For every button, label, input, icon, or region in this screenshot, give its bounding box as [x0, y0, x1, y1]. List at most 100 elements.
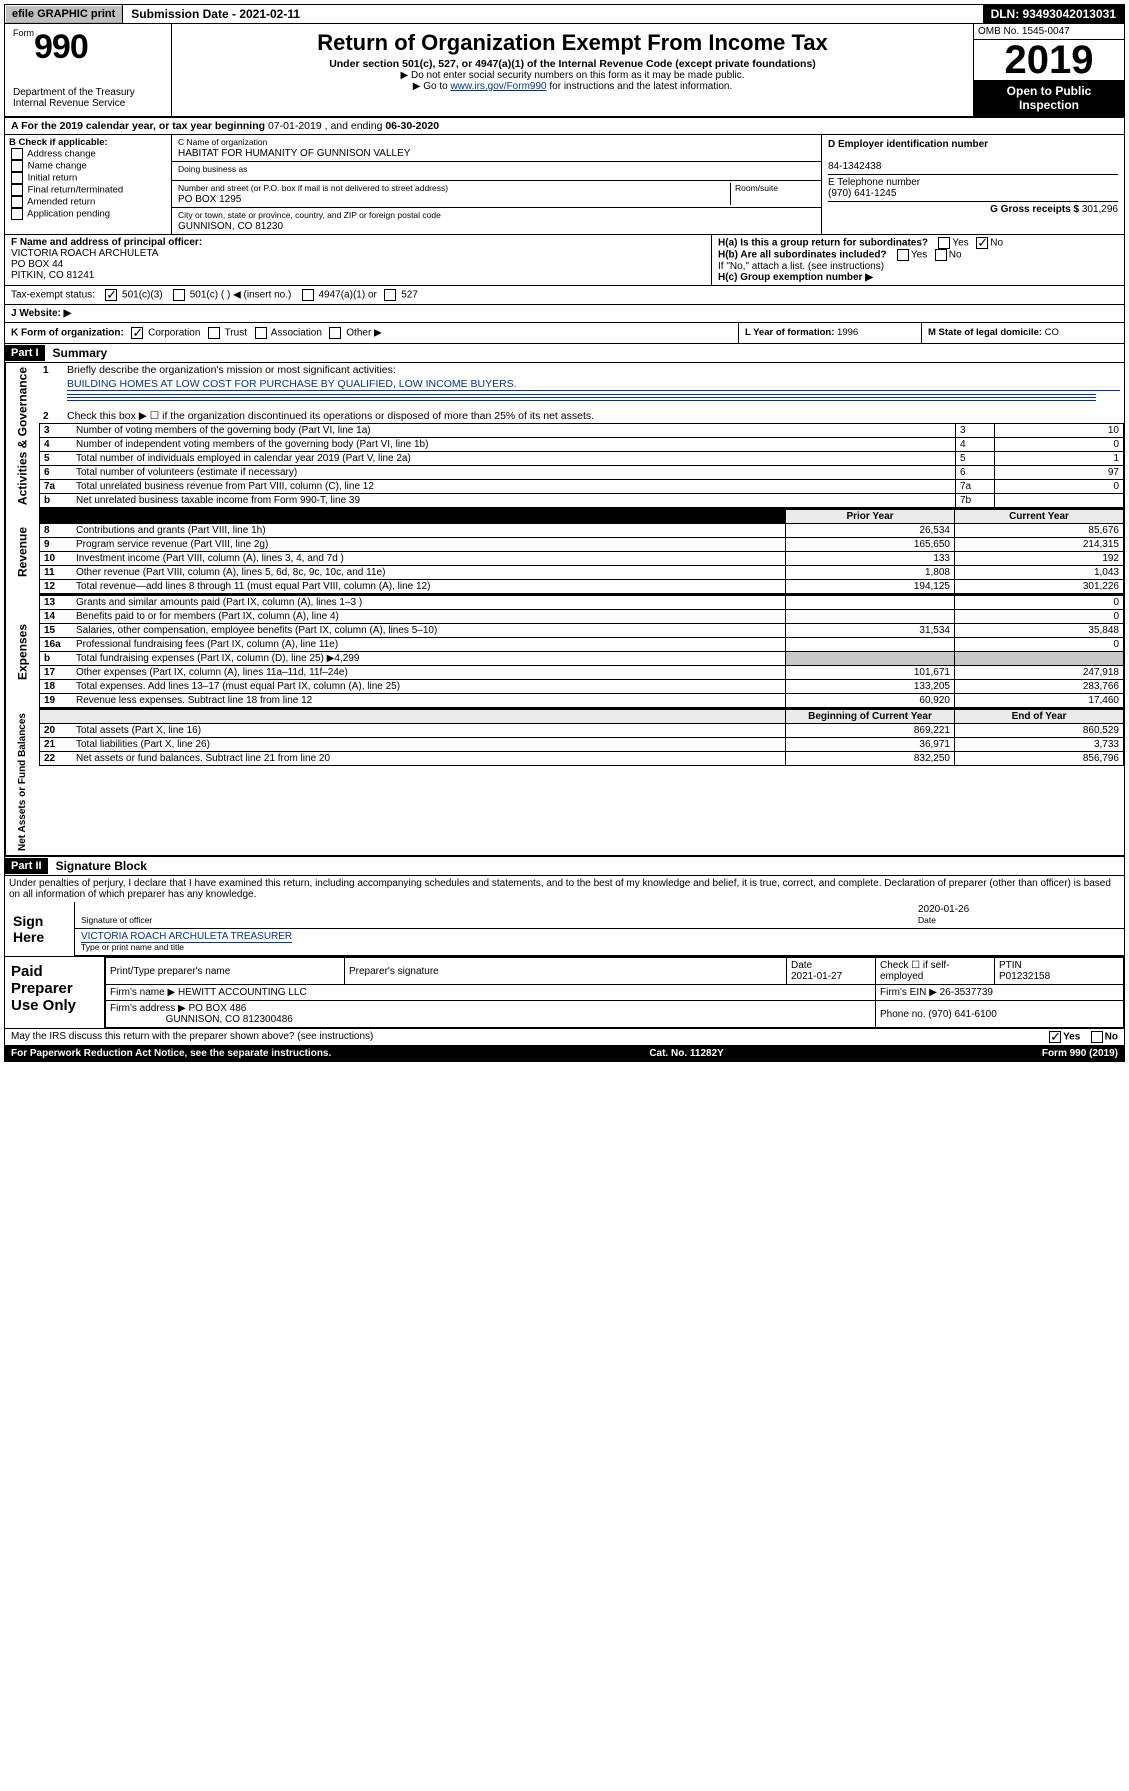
sig-date: 2020-01-26 — [918, 904, 969, 915]
discuss-q: May the IRS discuss this return with the… — [11, 1031, 373, 1043]
k-block: K Form of organization: Corporation Trus… — [5, 323, 738, 343]
table-row: 19Revenue less expenses. Subtract line 1… — [40, 694, 1124, 708]
table-row: 15Salaries, other compensation, employee… — [40, 624, 1124, 638]
mission-text: BUILDING HOMES AT LOW COST FOR PURCHASE … — [67, 378, 1120, 391]
i-527-checkbox[interactable] — [384, 289, 396, 301]
b-opt-3: Final return/terminated — [28, 185, 124, 196]
sig-officer-label: Signature of officer — [81, 915, 152, 925]
period-end: 06-30-2020 — [385, 120, 439, 132]
ein-value: 84-1342438 — [828, 161, 881, 172]
paid-h1: Print/Type preparer's name — [106, 958, 345, 985]
table-row: 13Grants and similar amounts paid (Part … — [40, 596, 1124, 610]
phone-value: (970) 641-1245 — [828, 188, 896, 199]
expenses-table: 13Grants and similar amounts paid (Part … — [39, 595, 1124, 708]
checkbox-final[interactable] — [11, 184, 23, 196]
h-block: H(a) Is this a group return for subordin… — [712, 235, 1124, 285]
l3n: 3 — [956, 424, 995, 438]
g-label: G Gross receipts $ — [990, 204, 1079, 215]
discuss-yes-checkbox[interactable] — [1049, 1031, 1061, 1043]
discuss-no-checkbox[interactable] — [1091, 1031, 1103, 1043]
form-title: Return of Organization Exempt From Incom… — [176, 30, 969, 56]
ha-label: H(a) Is this a group return for subordin… — [718, 238, 928, 249]
i-501c3-checkbox[interactable] — [105, 289, 117, 301]
form-number-block: Form990 Department of the Treasury Inter… — [5, 24, 172, 116]
m-block: M State of legal domicile: CO — [921, 323, 1124, 343]
i-opt1: 501(c)(3) — [122, 290, 163, 301]
firm-phone: (970) 641-6100 — [928, 1009, 996, 1020]
hb-no-checkbox[interactable] — [935, 249, 947, 261]
l7av: 0 — [995, 480, 1124, 494]
activities-block: 1Briefly describe the organization's mis… — [39, 363, 1124, 509]
room-label: Room/suite — [730, 183, 815, 205]
checkbox-initial[interactable] — [11, 172, 23, 184]
c-name-label: C Name of organization — [178, 137, 267, 147]
col-cd: C Name of organization HABITAT FOR HUMAN… — [172, 135, 822, 234]
c-dba-label: Doing business as — [178, 164, 247, 174]
table-row: 22Net assets or fund balances. Subtract … — [40, 752, 1124, 766]
b-opt-1: Name change — [28, 161, 87, 172]
firm-ein: 26-3537739 — [940, 987, 993, 998]
discuss-yes: Yes — [1063, 1032, 1080, 1043]
table-row: 8Contributions and grants (Part VIII, li… — [40, 524, 1124, 538]
subtitle-3: ▶ Go to www.irs.gov/Form990 for instruct… — [176, 81, 969, 92]
hb-label: H(b) Are all subordinates included? — [718, 250, 887, 261]
checkbox-amended[interactable] — [11, 196, 23, 208]
hb-yes: Yes — [911, 250, 927, 261]
hb-note: If "No," attach a list. (see instruction… — [718, 261, 1118, 272]
m-value: CO — [1045, 327, 1059, 338]
section-bcdeg: B Check if applicable: Address change Na… — [4, 135, 1125, 235]
k-assoc: Association — [271, 328, 322, 339]
checkbox-address[interactable] — [11, 148, 23, 160]
table-row: 18Total expenses. Add lines 13–17 (must … — [40, 680, 1124, 694]
k-corp-checkbox[interactable] — [131, 327, 143, 339]
k-assoc-checkbox[interactable] — [255, 327, 267, 339]
revenue-table: Prior YearCurrent Year 8Contributions an… — [39, 509, 1124, 594]
h-begin: Beginning of Current Year — [786, 710, 955, 724]
paid-h4: Check ☐ if self-employed — [876, 958, 995, 985]
firm-city: GUNNISON, CO 812300486 — [166, 1014, 293, 1025]
checkbox-pending[interactable] — [11, 208, 23, 220]
b-opt-2: Initial return — [28, 173, 78, 184]
i-opt2: 501(c) ( ) ◀ (insert no.) — [190, 290, 292, 301]
efile-button[interactable]: efile GRAPHIC print — [5, 5, 122, 23]
l3: Number of voting members of the governin… — [72, 424, 956, 438]
paid-h5: PTIN — [999, 960, 1022, 971]
checkbox-namechg[interactable] — [11, 160, 23, 172]
firm-ein-label: Firm's EIN ▶ — [880, 987, 937, 998]
k-trust-checkbox[interactable] — [208, 327, 220, 339]
part-ii-header: Part II Signature Block — [4, 856, 1125, 876]
sig-date-label: Date — [918, 915, 936, 925]
l3v: 10 — [995, 424, 1124, 438]
perjury-text: Under penalties of perjury, I declare th… — [4, 876, 1125, 902]
i-501c-checkbox[interactable] — [173, 289, 185, 301]
l6n: 6 — [956, 466, 995, 480]
page-footer: For Paperwork Reduction Act Notice, see … — [4, 1046, 1125, 1062]
footer-mid: Cat. No. 11282Y — [649, 1048, 723, 1059]
table-row: bTotal fundraising expenses (Part IX, co… — [40, 652, 1124, 666]
ha-no-checkbox[interactable] — [976, 237, 988, 249]
i-opt4: 527 — [401, 290, 418, 301]
subtitle-1: Under section 501(c), 527, or 4947(a)(1)… — [176, 58, 969, 70]
c-addr-label: Number and street (or P.O. box if mail i… — [178, 183, 448, 193]
k-other-checkbox[interactable] — [329, 327, 341, 339]
d-label: D Employer identification number — [828, 139, 988, 150]
ha-yes-checkbox[interactable] — [938, 237, 950, 249]
form-header: Form990 Department of the Treasury Inter… — [4, 24, 1125, 117]
sub3-post: for instructions and the latest informat… — [547, 81, 733, 92]
table-row: 10Investment income (Part VIII, column (… — [40, 552, 1124, 566]
m-label: M State of legal domicile: — [928, 327, 1042, 338]
l6: Total number of volunteers (estimate if … — [72, 466, 956, 480]
sig-name-label: Type or print name and title — [81, 942, 184, 952]
sidebar-netassets: Net Assets or Fund Balances — [5, 709, 39, 855]
part-i-title: Summary — [45, 344, 116, 362]
netassets-block: Beginning of Current YearEnd of Year 20T… — [39, 709, 1124, 855]
instructions-link[interactable]: www.irs.gov/Form990 — [450, 81, 546, 92]
paid-content: Print/Type preparer's name Preparer's si… — [105, 957, 1124, 1028]
i-4947-checkbox[interactable] — [302, 289, 314, 301]
ha-no: No — [990, 238, 1003, 249]
discuss-no: No — [1105, 1032, 1118, 1043]
officer-addr2: PITKIN, CO 81241 — [11, 270, 94, 281]
header-right: OMB No. 1545-0047 2019 Open to Public In… — [973, 24, 1124, 116]
sub3-pre: ▶ Go to — [413, 81, 451, 92]
hb-yes-checkbox[interactable] — [897, 249, 909, 261]
